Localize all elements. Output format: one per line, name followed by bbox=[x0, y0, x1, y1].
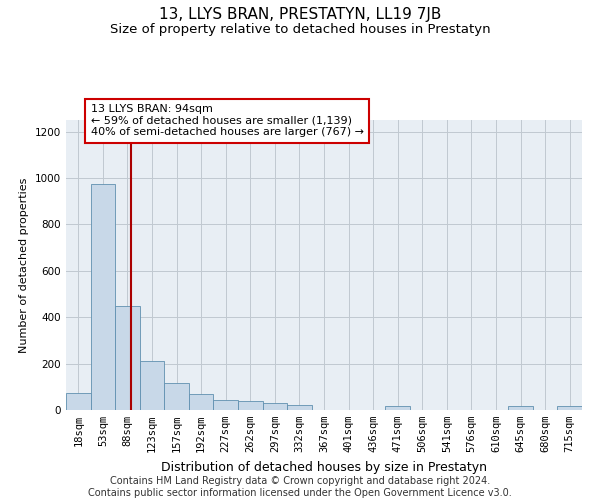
Text: 13 LLYS BRAN: 94sqm
← 59% of detached houses are smaller (1,139)
40% of semi-det: 13 LLYS BRAN: 94sqm ← 59% of detached ho… bbox=[91, 104, 364, 138]
Bar bbox=[238, 401, 263, 410]
Y-axis label: Number of detached properties: Number of detached properties bbox=[19, 178, 29, 352]
Text: Size of property relative to detached houses in Prestatyn: Size of property relative to detached ho… bbox=[110, 22, 490, 36]
Bar bbox=[214, 400, 238, 410]
X-axis label: Distribution of detached houses by size in Prestatyn: Distribution of detached houses by size … bbox=[161, 460, 487, 473]
Bar bbox=[263, 403, 287, 410]
Bar bbox=[557, 406, 582, 410]
Text: Contains HM Land Registry data © Crown copyright and database right 2024.
Contai: Contains HM Land Registry data © Crown c… bbox=[88, 476, 512, 498]
Text: 13, LLYS BRAN, PRESTATYN, LL19 7JB: 13, LLYS BRAN, PRESTATYN, LL19 7JB bbox=[159, 8, 441, 22]
Bar bbox=[385, 406, 410, 410]
Bar bbox=[91, 184, 115, 410]
Bar bbox=[66, 392, 91, 410]
Bar bbox=[140, 362, 164, 410]
Bar bbox=[287, 406, 312, 410]
Bar bbox=[115, 306, 140, 410]
Bar bbox=[189, 394, 214, 410]
Bar bbox=[508, 406, 533, 410]
Bar bbox=[164, 384, 189, 410]
